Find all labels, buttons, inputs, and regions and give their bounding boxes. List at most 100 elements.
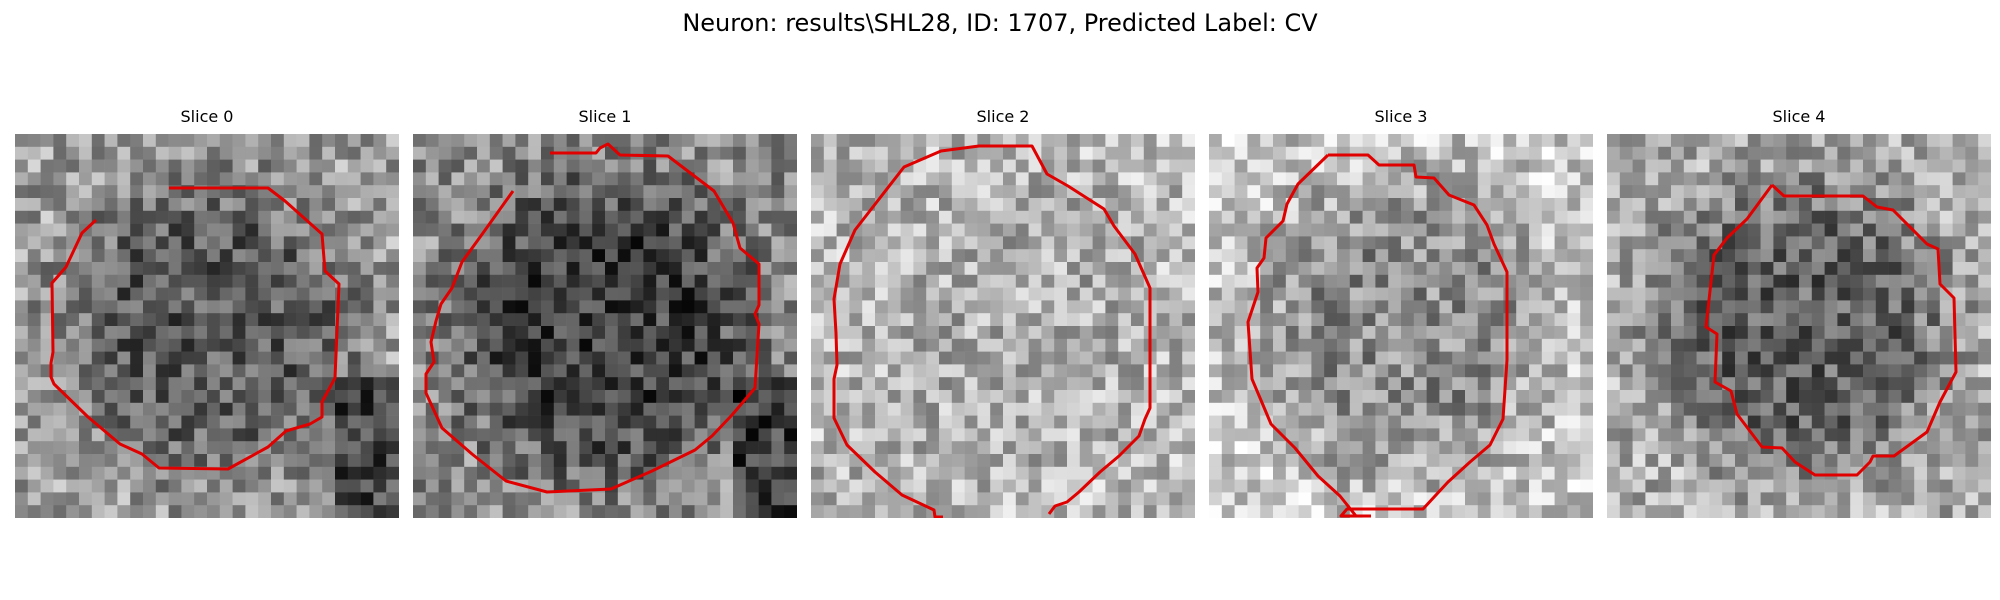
pixel: [553, 159, 567, 173]
pixel: [1092, 146, 1106, 160]
pixel: [1067, 338, 1081, 352]
pixel: [1273, 274, 1287, 288]
pixel: [1671, 146, 1685, 160]
pixel: [862, 210, 876, 224]
pixel: [528, 146, 542, 160]
pixel: [1645, 313, 1659, 327]
pixel: [1028, 402, 1042, 416]
pixel: [1490, 159, 1504, 173]
pixel: [1965, 428, 1979, 442]
pixel: [168, 377, 182, 391]
pixel: [1413, 441, 1427, 455]
pixel: [1156, 505, 1170, 518]
pixel: [900, 441, 914, 455]
pixel: [1799, 377, 1813, 391]
pixel: [1324, 287, 1338, 301]
pixel: [1298, 198, 1312, 212]
pixel: [1349, 210, 1363, 224]
pixel: [1863, 262, 1877, 276]
pixel: [155, 390, 169, 404]
pixel: [1580, 492, 1593, 506]
pixel: [502, 338, 516, 352]
pixel: [1209, 236, 1223, 250]
pixel: [811, 351, 825, 365]
pixel: [1247, 134, 1261, 148]
pixel: [1799, 441, 1813, 455]
pixel: [1722, 505, 1736, 518]
pixel: [811, 300, 825, 314]
pixel: [849, 287, 863, 301]
pixel: [130, 466, 144, 480]
pixel: [887, 364, 901, 378]
pixel: [887, 505, 901, 518]
pixel: [1337, 338, 1351, 352]
pixel: [592, 377, 606, 391]
pixel: [964, 479, 978, 493]
pixel: [1747, 236, 1761, 250]
pixel: [104, 364, 118, 378]
pixel: [990, 274, 1004, 288]
pixel: [1003, 198, 1017, 212]
pixel: [1580, 428, 1593, 442]
pixel: [1324, 505, 1338, 518]
pixel: [1388, 326, 1402, 340]
pixel: [1337, 185, 1351, 199]
pixel: [181, 236, 195, 250]
pixel: [771, 274, 785, 288]
pixel: [579, 415, 593, 429]
pixel: [322, 441, 336, 455]
pixel: [1503, 479, 1517, 493]
pixel: [528, 210, 542, 224]
pixel: [413, 210, 427, 224]
pixel: [1349, 287, 1363, 301]
pixel: [1580, 377, 1593, 391]
pixel: [1054, 300, 1068, 314]
pixel: [1516, 210, 1530, 224]
pixel: [1490, 274, 1504, 288]
pixel: [1169, 159, 1183, 173]
pixel: [811, 454, 825, 468]
pixel: [1209, 326, 1223, 340]
pixel: [977, 134, 991, 148]
pixel: [1516, 326, 1530, 340]
pixel: [1888, 159, 1902, 173]
pixel: [1375, 262, 1389, 276]
pixel: [515, 274, 529, 288]
pixel: [451, 300, 465, 314]
pixel: [1273, 377, 1287, 391]
pixel: [990, 338, 1004, 352]
pixel: [579, 274, 593, 288]
figure-title: Neuron: results\SHL28, ID: 1707, Predict…: [682, 9, 1318, 37]
pixel: [1773, 198, 1787, 212]
pixel: [438, 326, 452, 340]
pixel: [143, 172, 157, 186]
pixel: [489, 402, 503, 416]
pixel: [91, 351, 105, 365]
pixel: [553, 441, 567, 455]
pixel: [232, 505, 246, 518]
pixel: [117, 313, 131, 327]
pixel: [913, 198, 927, 212]
pixel: [1722, 454, 1736, 468]
pixel: [579, 351, 593, 365]
pixel: [451, 249, 465, 263]
pixel: [694, 402, 708, 416]
pixel: [1426, 377, 1440, 391]
pixel: [1696, 326, 1710, 340]
pixel: [643, 287, 657, 301]
pixel: [1092, 377, 1106, 391]
pixel: [40, 262, 54, 276]
pixel: [541, 441, 555, 455]
pixel: [1709, 223, 1723, 237]
pixel: [1529, 223, 1543, 237]
pixel: [1067, 377, 1081, 391]
pixel: [1888, 428, 1902, 442]
pixel: [181, 377, 195, 391]
pixel: [1375, 415, 1389, 429]
pixel: [1426, 441, 1440, 455]
pixel: [1477, 274, 1491, 288]
pixel: [1607, 441, 1621, 455]
pixel: [836, 134, 850, 148]
pixel: [335, 364, 349, 378]
pixel: [1709, 479, 1723, 493]
